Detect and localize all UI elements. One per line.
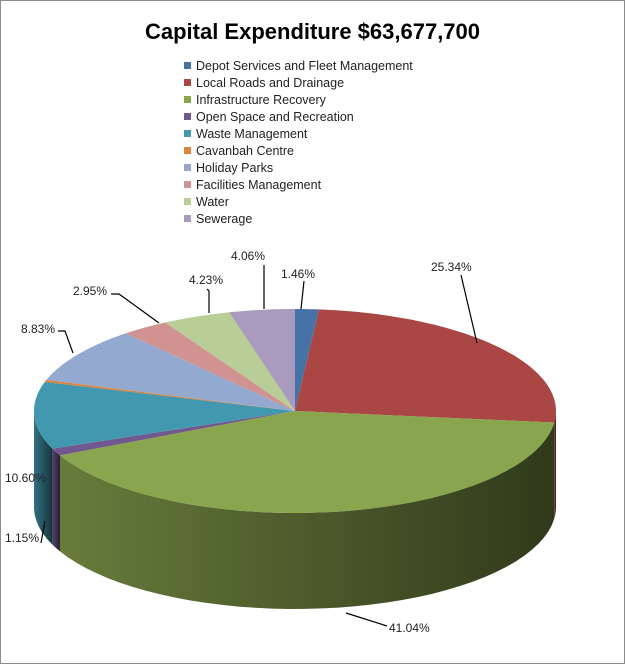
- legend-item: Facilities Management: [184, 176, 413, 193]
- legend-label: Sewerage: [196, 211, 253, 226]
- leader-line: [300, 280, 305, 310]
- data-label: 2.95%: [73, 284, 107, 298]
- slice-side: [554, 411, 556, 519]
- legend-swatch: [184, 181, 191, 188]
- legend-item: Water: [184, 193, 413, 210]
- pie-slice[interactable]: [125, 322, 295, 412]
- legend-swatch: [184, 130, 191, 137]
- legend-item: Depot Services and Fleet Management: [184, 57, 413, 74]
- legend-swatch: [184, 96, 191, 103]
- pie-slice[interactable]: [295, 309, 556, 423]
- legend-label: Infrastructure Recovery: [196, 92, 326, 107]
- legend-item: Local Roads and Drainage: [184, 74, 413, 91]
- data-label: 25.34%: [431, 260, 472, 274]
- legend-item: Infrastructure Recovery: [184, 91, 413, 108]
- legend-swatch: [184, 198, 191, 205]
- legend-label: Cavanbah Centre: [196, 143, 294, 158]
- legend-label: Water: [196, 194, 229, 209]
- data-label: 4.06%: [231, 249, 265, 263]
- leader-line: [58, 330, 74, 354]
- legend-swatch: [184, 113, 191, 120]
- legend-swatch: [184, 79, 191, 86]
- pie-slice[interactable]: [295, 309, 319, 411]
- data-label: 41.04%: [389, 621, 430, 635]
- legend-label: Depot Services and Fleet Management: [196, 58, 413, 73]
- pie-slice[interactable]: [60, 411, 555, 513]
- legend-swatch: [184, 215, 191, 222]
- pie-slice[interactable]: [229, 309, 295, 411]
- legend-label: Waste Management: [196, 126, 308, 141]
- pie-slice[interactable]: [44, 379, 295, 411]
- leader-line: [460, 274, 478, 344]
- leader-line: [206, 288, 210, 313]
- legend-item: Waste Management: [184, 125, 413, 142]
- legend: Depot Services and Fleet Management Local…: [184, 57, 413, 227]
- legend-swatch: [184, 164, 191, 171]
- legend-swatch: [184, 62, 191, 69]
- legend-label: Open Space and Recreation: [196, 109, 354, 124]
- leader-line: [345, 612, 388, 627]
- legend-label: Facilities Management: [196, 177, 322, 192]
- legend-label: Holiday Parks: [196, 160, 274, 175]
- chart-title: Capital Expenditure $63,677,700: [144, 19, 481, 44]
- data-label: 1.15%: [5, 531, 39, 545]
- pie-slice[interactable]: [34, 382, 295, 449]
- pie-slice[interactable]: [52, 411, 296, 456]
- data-label: 4.23%: [189, 273, 223, 287]
- slice-side: [34, 411, 53, 545]
- pie-slice[interactable]: [165, 312, 295, 411]
- slice-side: [52, 448, 60, 552]
- legend-item: Cavanbah Centre: [184, 142, 413, 159]
- data-label: 8.83%: [21, 322, 55, 336]
- data-label: 1.46%: [281, 267, 315, 281]
- legend-item: Holiday Parks: [184, 159, 413, 176]
- legend-item: Open Space and Recreation: [184, 108, 413, 125]
- leader-line: [40, 520, 46, 544]
- legend-label: Local Roads and Drainage: [196, 75, 345, 90]
- leader-line: [111, 293, 160, 324]
- legend-swatch: [184, 147, 191, 154]
- data-label: 10.60%: [5, 471, 46, 485]
- pie-slice[interactable]: [46, 333, 296, 411]
- legend-item: Sewerage: [184, 210, 413, 227]
- slice-side: [60, 422, 555, 609]
